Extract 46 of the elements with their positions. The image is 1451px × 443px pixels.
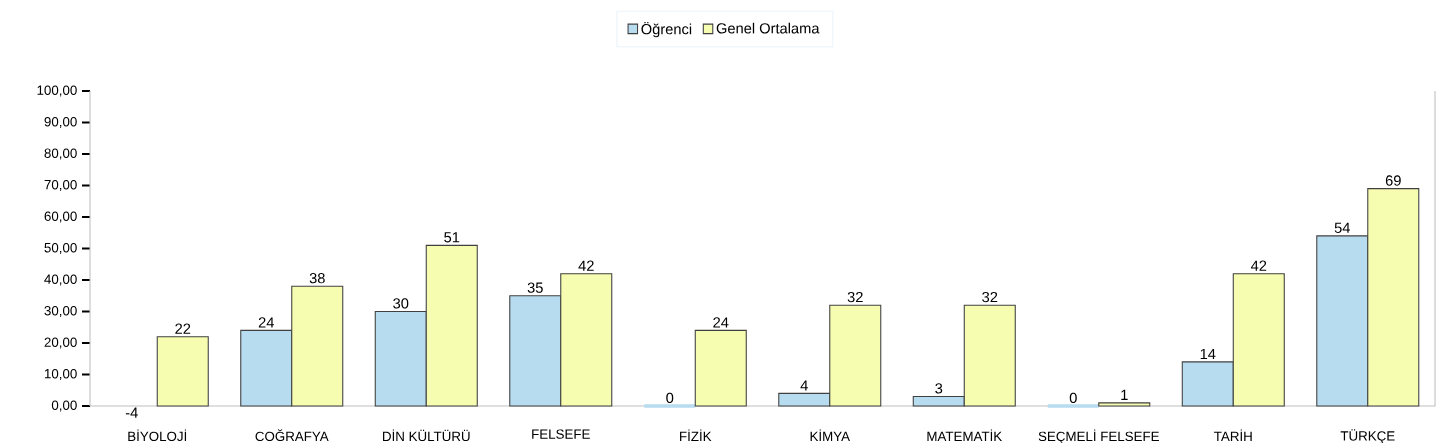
data-label: 42 xyxy=(1250,260,1267,271)
y-tick-label: 0,00 xyxy=(51,400,77,412)
x-tick-label: FİZİK xyxy=(680,429,712,441)
y-tick-label: 80,00 xyxy=(44,148,77,160)
bar xyxy=(694,329,747,407)
bar xyxy=(1098,402,1151,407)
text: -4 xyxy=(125,407,138,418)
x-tick-label: TÜRKÇE xyxy=(1340,429,1395,443)
y-tick-label: 40,00 xyxy=(44,274,77,286)
data-label: 0 xyxy=(1069,392,1077,404)
data-label: 3 xyxy=(935,383,943,394)
x-tick-label: FELSEFE xyxy=(532,429,590,439)
data-label: 51 xyxy=(444,232,460,243)
data-label: 32 xyxy=(847,291,863,303)
x-tick-label: TARİH xyxy=(1214,429,1252,441)
data-label: 32 xyxy=(982,291,998,303)
y-tick-label: 100,00 xyxy=(37,85,77,97)
data-label: 54 xyxy=(1334,222,1350,233)
data-label: 4 xyxy=(800,380,808,391)
y-tick-label: 50,00 xyxy=(44,242,77,255)
y-tick-label: 90,00 xyxy=(44,117,77,129)
data-label: 14 xyxy=(1200,348,1216,359)
data-label: 0 xyxy=(666,392,674,404)
data-label: 24 xyxy=(713,317,729,328)
x-tick-label: SEÇMELİ FELSEFE xyxy=(1038,429,1159,443)
y-tick-label: 10,00 xyxy=(44,369,77,381)
x-tick-label: DİN KÜLTÜRÜ xyxy=(383,429,470,442)
y-tick-label: 20,00 xyxy=(44,337,77,349)
legend-label: Genel Ortalama xyxy=(716,22,820,34)
data-label: 22 xyxy=(175,323,191,334)
data-label: 30 xyxy=(393,298,409,309)
y-tick-label: 60,00 xyxy=(44,211,77,223)
data-label: 69 xyxy=(1385,175,1401,186)
data-label: 38 xyxy=(309,273,325,284)
x-tick-label: KİMYA xyxy=(810,429,850,441)
x-tick-label: BİYOLOJİ xyxy=(128,429,187,442)
x-tick-label: COĞRAFYA xyxy=(255,429,329,442)
y-tick-label: 30,00 xyxy=(44,306,77,318)
bar xyxy=(156,336,209,407)
data-label: 35 xyxy=(527,282,543,293)
data-label: 24 xyxy=(258,317,274,328)
legend-label: Öğrenci xyxy=(641,21,692,38)
y-tick-label: 70,00 xyxy=(44,180,77,192)
x-tick-label: MATEMATİK xyxy=(927,429,1003,441)
data-label: 1 xyxy=(1121,389,1128,400)
data-label: 42 xyxy=(578,260,594,271)
